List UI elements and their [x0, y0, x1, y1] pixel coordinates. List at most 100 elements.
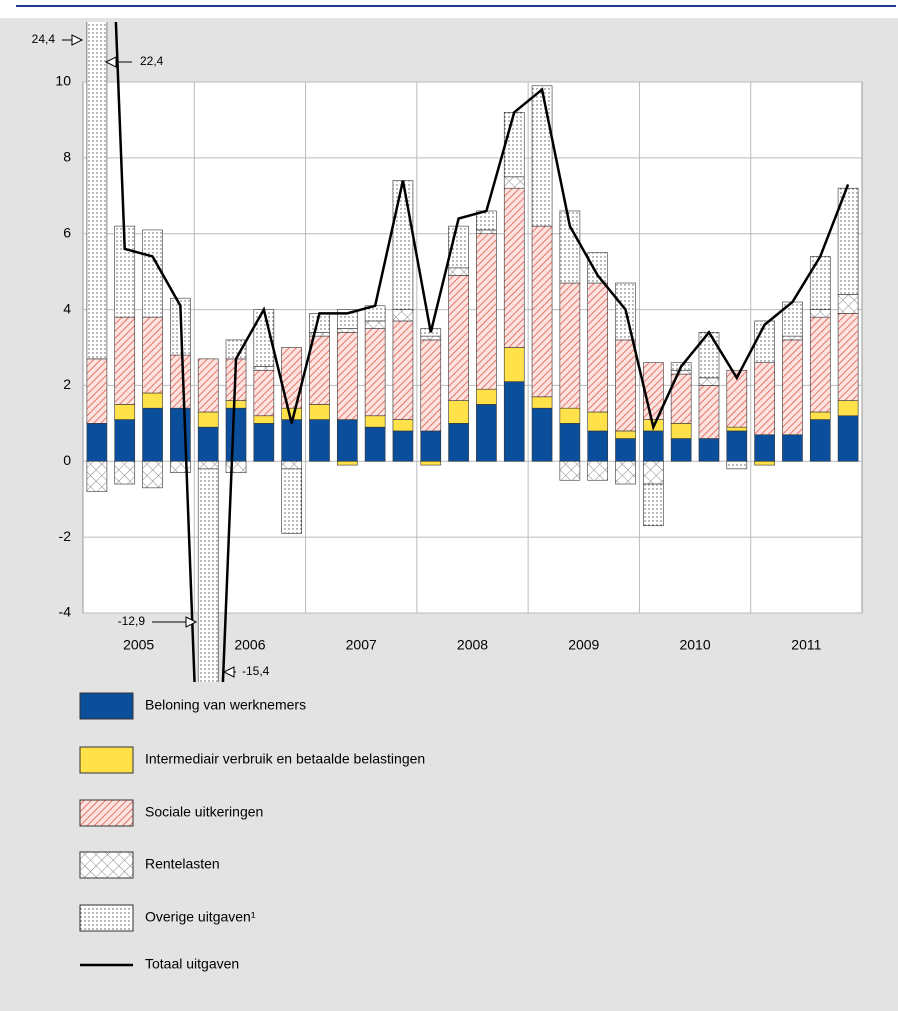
legend-label: Intermediair verbruik en betaalde belast… — [145, 751, 425, 767]
bar-segment — [837, 400, 859, 417]
bar-segment — [420, 335, 442, 341]
bar-segment — [837, 313, 859, 401]
bar-segment — [309, 404, 330, 420]
annotation-arrowhead — [185, 616, 198, 628]
bar-segment — [392, 309, 414, 322]
bar-segment — [392, 430, 414, 462]
y-tick-label: 8 — [63, 149, 71, 165]
bar-segment — [336, 332, 358, 420]
bar-segment — [615, 460, 636, 485]
bar-segment — [587, 411, 609, 432]
bar-segment — [531, 225, 553, 398]
bar-segment — [142, 460, 163, 489]
bar-segment — [392, 320, 414, 420]
bar-segment — [809, 419, 831, 462]
bar-segment — [476, 229, 497, 235]
bar-segment — [670, 423, 692, 439]
bar-segment — [364, 328, 386, 417]
bar-segment — [197, 411, 219, 428]
bar-segment — [559, 282, 581, 409]
bar-segment — [114, 419, 136, 462]
legend-swatch — [79, 799, 134, 827]
bar-segment — [253, 369, 275, 417]
bar-segment — [809, 309, 831, 318]
bar-segment — [364, 426, 386, 462]
legend-swatch — [79, 746, 134, 774]
bar-segment — [281, 468, 302, 534]
bar-segment — [86, 423, 108, 462]
bar-segment — [114, 404, 136, 420]
bar-segment — [142, 392, 163, 409]
annotation-arrowhead — [104, 56, 117, 68]
bar-segment — [587, 252, 609, 284]
bar-segment — [559, 210, 581, 284]
bar-segment — [448, 400, 469, 424]
legend-swatch — [79, 692, 134, 720]
top-band — [0, 0, 898, 18]
bar-segment — [503, 187, 525, 348]
bar-segment — [476, 404, 497, 462]
y-tick-label: 4 — [63, 300, 71, 316]
bar-segment — [225, 400, 247, 409]
bar-segment — [86, 358, 108, 424]
bar-segment — [782, 335, 803, 341]
bar-segment — [392, 180, 414, 310]
bar-segment — [281, 460, 302, 470]
bar-segment — [476, 388, 497, 405]
total-line — [114, 22, 850, 682]
bar-segment — [503, 176, 525, 189]
bar-segment — [670, 369, 692, 375]
bar-segment — [225, 407, 247, 462]
bar-segment — [809, 256, 831, 310]
bar-segment — [643, 483, 664, 527]
bar-segment — [476, 233, 497, 390]
bar-segment — [197, 426, 219, 462]
bar-segment — [336, 328, 358, 333]
legend-label: Overige uitgaven¹ — [145, 909, 256, 925]
annotation-arrowhead — [222, 666, 235, 678]
bar-segment — [420, 430, 442, 462]
x-tick-label: 2010 — [679, 637, 710, 653]
bar-segment — [503, 112, 525, 178]
bar-segment — [309, 419, 330, 462]
legend-swatch — [79, 851, 134, 879]
bar-segment — [698, 438, 720, 462]
bar-segment — [726, 430, 748, 462]
bar-segment — [364, 320, 386, 329]
y-tick-label: 0 — [63, 452, 71, 468]
bar-segment — [197, 460, 219, 470]
bar-segment — [448, 423, 469, 462]
annotation: -12,9 — [118, 614, 146, 628]
bar-segment — [448, 275, 469, 401]
bar-segment — [726, 460, 748, 470]
x-tick-label: 2011 — [791, 637, 821, 653]
annotation: 22,4 — [140, 54, 164, 68]
bar-segment — [309, 332, 330, 337]
bar-segment — [837, 187, 859, 295]
bar-segment — [225, 460, 247, 473]
bar-segment — [86, 460, 108, 492]
bar-segment — [754, 434, 775, 462]
x-tick-label: 2007 — [346, 637, 377, 653]
bar-segment — [837, 294, 859, 314]
y-tick-label: 10 — [55, 73, 71, 89]
y-tick-label: 2 — [63, 376, 71, 392]
bar-segment — [587, 282, 609, 413]
bar-segment — [142, 407, 163, 462]
bar-segment — [392, 419, 414, 432]
legend-label: Sociale uitkeringen — [145, 804, 263, 820]
bar-segment — [726, 369, 748, 428]
bar-segment — [170, 407, 191, 462]
legend-label: Rentelasten — [145, 856, 220, 872]
bar-segment — [253, 423, 275, 462]
bar-segment — [197, 358, 219, 413]
bar-segment — [142, 316, 163, 394]
bar-segment — [809, 411, 831, 420]
bar-segment — [837, 415, 859, 462]
bar-segment — [420, 460, 442, 466]
bar-segment — [503, 347, 525, 382]
bar-segment — [225, 339, 247, 360]
bar-segment — [281, 407, 302, 420]
bar-segment — [698, 385, 720, 439]
